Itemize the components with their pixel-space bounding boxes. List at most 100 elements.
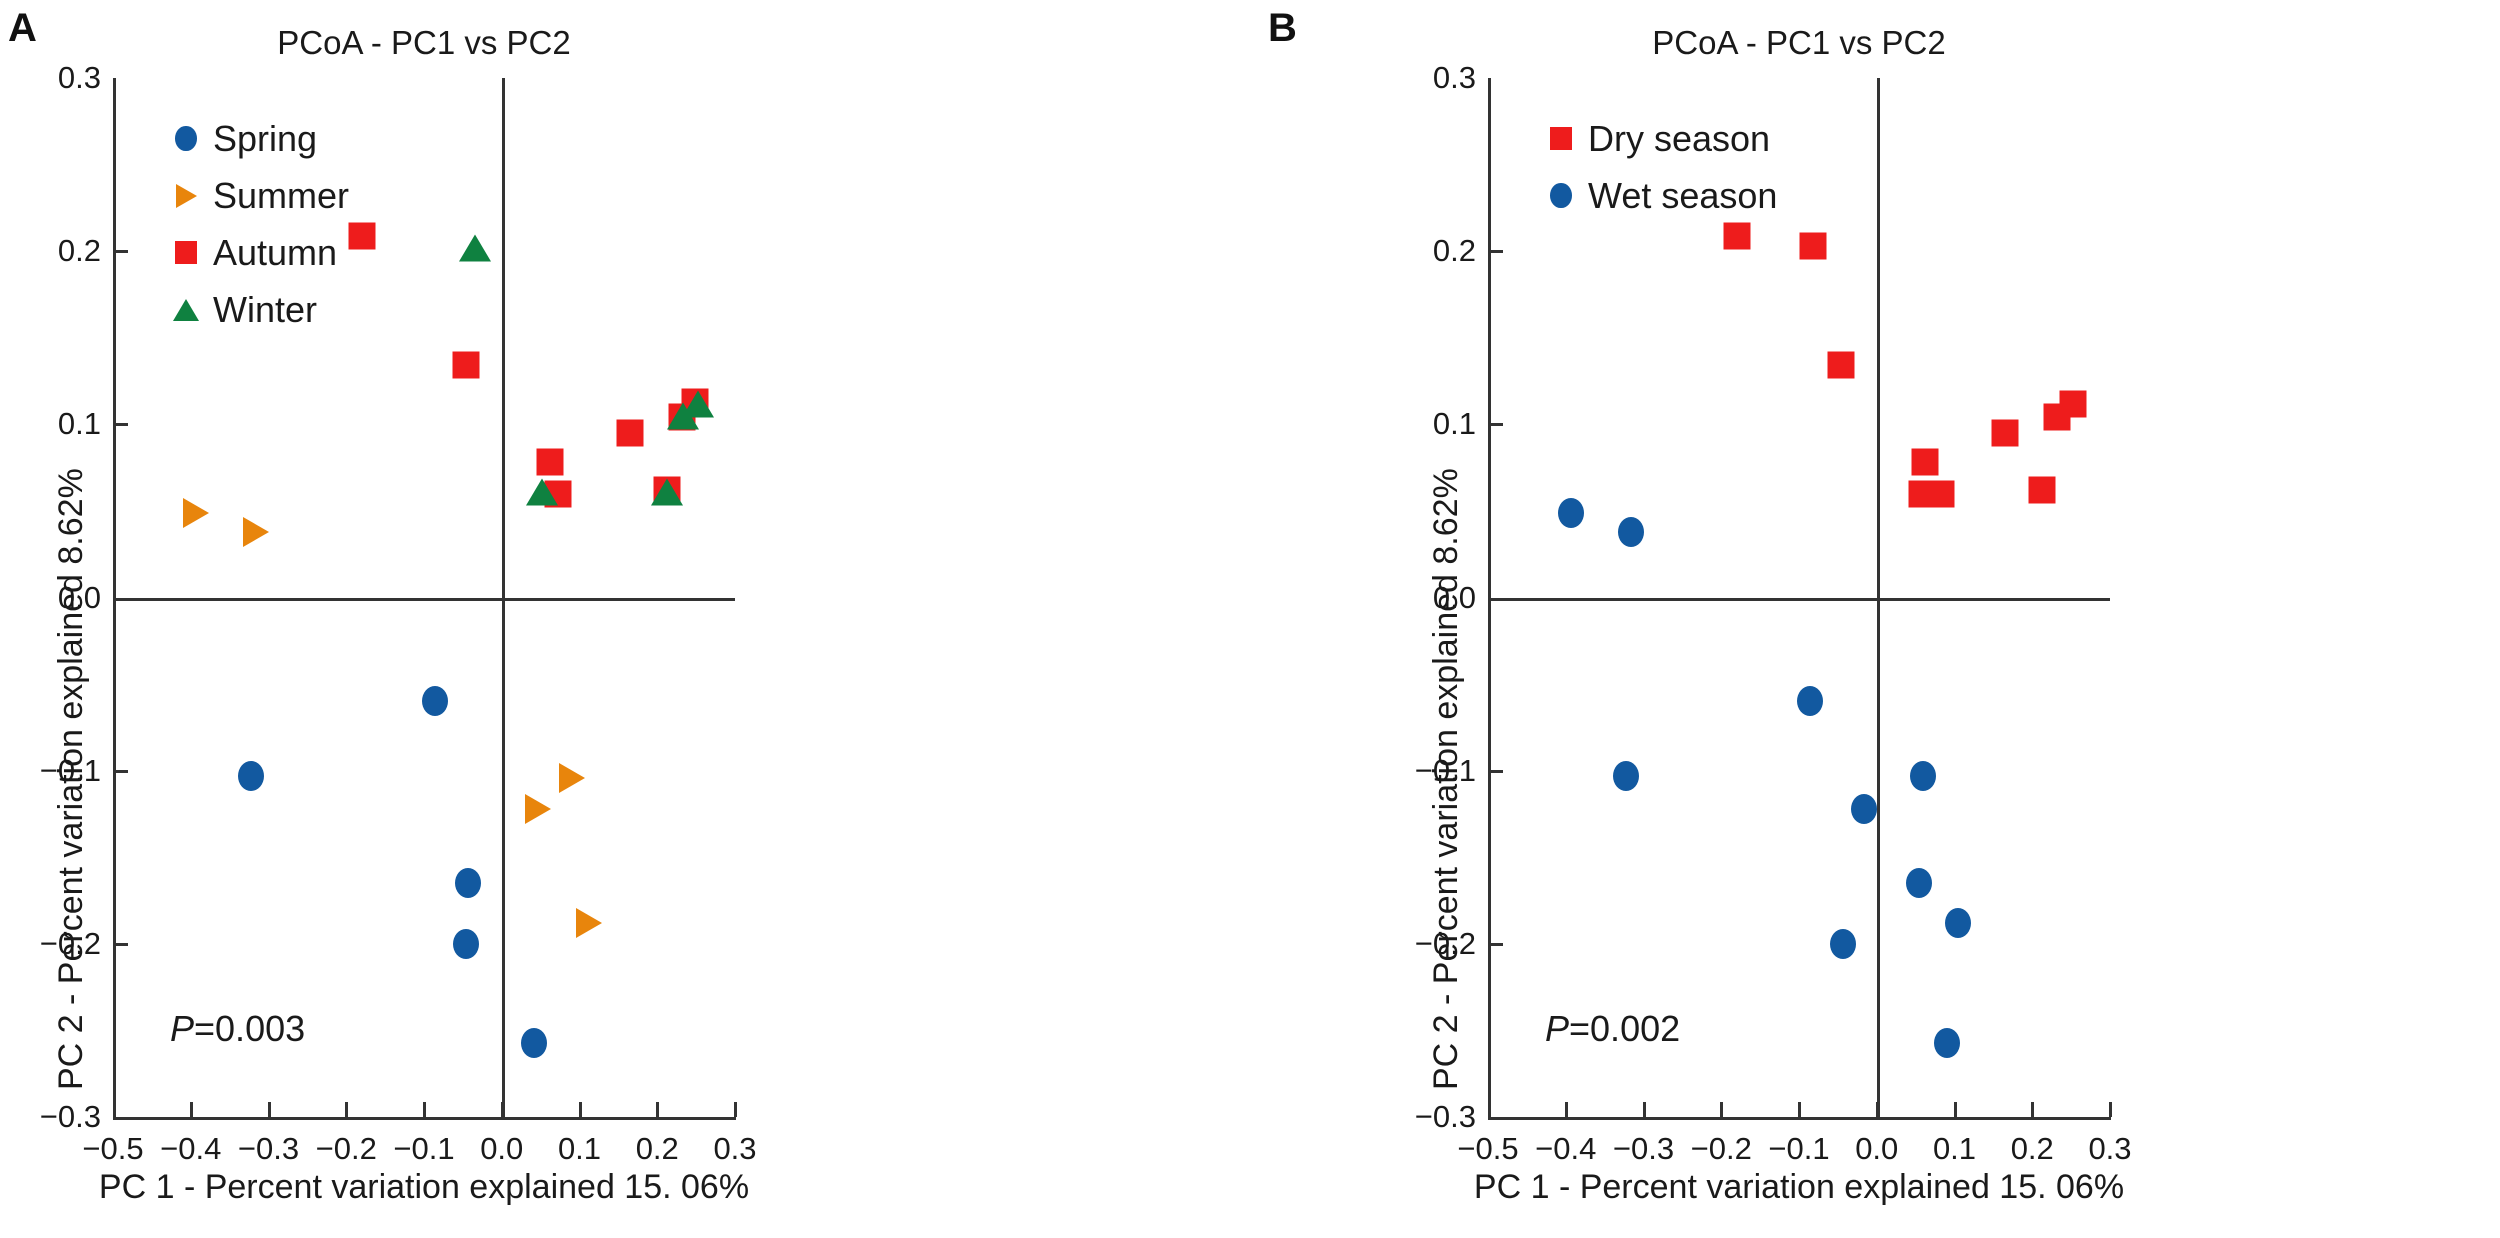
legend-marker-square-icon bbox=[1538, 127, 1584, 150]
data-point-summer bbox=[558, 762, 585, 793]
y-tick-label: −0.2 bbox=[1414, 925, 1476, 961]
legend-item-autumn[interactable]: Autumn bbox=[163, 224, 349, 281]
data-point-dry-season bbox=[2059, 390, 2087, 418]
y-tick-label: −0.1 bbox=[39, 752, 101, 788]
plot-title: PCoA - PC1 vs PC2 bbox=[277, 24, 571, 61]
panel-letter-a: A bbox=[8, 6, 37, 50]
x-tick-label: −0.1 bbox=[393, 1131, 455, 1166]
y-tick bbox=[113, 769, 128, 773]
p-value-annotation: P=0.003 bbox=[170, 1008, 305, 1050]
x-tick bbox=[423, 1102, 426, 1117]
x-tick bbox=[578, 1102, 582, 1117]
p-value-symbol: P bbox=[1545, 1008, 1570, 1049]
legend-item-spring[interactable]: Spring bbox=[163, 110, 349, 167]
data-point-wet-season bbox=[1558, 497, 1585, 528]
data-point-spring bbox=[454, 868, 481, 899]
x-tick bbox=[1953, 1102, 1957, 1117]
data-point-wet-season bbox=[1796, 686, 1823, 717]
y-tick-label: 0.2 bbox=[1432, 233, 1476, 269]
y-tick-label: −0.2 bbox=[39, 925, 101, 961]
data-point-summer bbox=[575, 908, 602, 939]
legend-label: Wet season bbox=[1588, 174, 1778, 216]
legend-marker-circle-icon bbox=[163, 126, 209, 151]
data-point-winter bbox=[458, 234, 491, 262]
x-tick bbox=[1564, 1102, 1568, 1117]
x-tick-label: −0.2 bbox=[315, 1131, 377, 1166]
p-value-number: =0.002 bbox=[1569, 1008, 1681, 1049]
data-point-wet-season bbox=[1945, 908, 1972, 939]
x-tick bbox=[656, 1102, 660, 1117]
x-tick-label: −0.5 bbox=[82, 1131, 144, 1166]
data-point-summer bbox=[243, 516, 270, 547]
legend-item-winter[interactable]: Winter bbox=[163, 281, 349, 338]
y-tick-label: 0.1 bbox=[1432, 406, 1476, 442]
x-tick bbox=[734, 1102, 737, 1117]
data-point-wet-season bbox=[1618, 516, 1645, 547]
legend-label: Spring bbox=[213, 117, 318, 159]
x-tick-label: 0.0 bbox=[480, 1131, 524, 1166]
x-axis-title: PC 1 - Percent variation explained 15. 0… bbox=[1473, 1168, 2125, 1206]
data-point-autumn bbox=[452, 351, 480, 379]
data-point-wet-season bbox=[1613, 760, 1640, 791]
x-tick bbox=[189, 1102, 193, 1117]
data-point-dry-season bbox=[1799, 232, 1827, 260]
x-tick bbox=[2031, 1102, 2035, 1117]
x-tick bbox=[2109, 1102, 2112, 1117]
x-tick-label: −0.4 bbox=[160, 1131, 222, 1166]
y-tick-label: 0.3 bbox=[57, 60, 101, 95]
plot-title: PCoA - PC1 vs PC2 bbox=[1652, 24, 1946, 61]
y-tick bbox=[113, 250, 128, 254]
x-tick-label: −0.3 bbox=[1612, 1131, 1675, 1166]
data-point-wet-season bbox=[1851, 793, 1878, 824]
legend-item-dry-season[interactable]: Dry season bbox=[1538, 110, 1777, 167]
x-tick-label: −0.1 bbox=[1768, 1131, 1830, 1166]
y-tick bbox=[1488, 423, 1503, 427]
x-tick-label: 0.2 bbox=[2010, 1131, 2054, 1166]
y-tick-label: 0.0 bbox=[1432, 579, 1476, 615]
legend-marker-square-icon bbox=[163, 241, 209, 264]
x-tick-label: 0.3 bbox=[2088, 1131, 2132, 1166]
y-tick-label: −0.3 bbox=[39, 1099, 101, 1134]
data-point-autumn bbox=[348, 222, 376, 250]
zero-line-horizontal bbox=[113, 597, 735, 601]
legend-label: Winter bbox=[213, 288, 318, 330]
x-axis-line bbox=[113, 1117, 736, 1120]
y-tick-label: 0.1 bbox=[57, 406, 101, 442]
legend-item-wet-season[interactable]: Wet season bbox=[1538, 167, 1777, 224]
data-point-dry-season bbox=[1927, 480, 1955, 508]
y-axis-title: PC 2 - Percent variation explained 8.62% bbox=[1427, 468, 1465, 1090]
legend-marker-triangle-up-icon bbox=[163, 298, 209, 321]
data-point-winter bbox=[650, 478, 683, 506]
data-point-spring bbox=[452, 928, 479, 959]
x-tick-label: 0.3 bbox=[713, 1131, 757, 1166]
y-tick bbox=[1488, 769, 1503, 773]
p-value-symbol: P bbox=[170, 1008, 195, 1049]
x-tick-label: −0.4 bbox=[1535, 1131, 1597, 1166]
x-tick bbox=[1798, 1102, 1801, 1117]
data-point-summer bbox=[525, 793, 552, 824]
data-point-wet-season bbox=[1829, 928, 1856, 959]
legend-label: Dry season bbox=[1588, 117, 1771, 159]
x-tick bbox=[1875, 1102, 1879, 1117]
x-tick-label: 0.2 bbox=[635, 1131, 679, 1166]
x-tick bbox=[1642, 1102, 1646, 1117]
data-point-spring bbox=[238, 760, 265, 791]
data-point-autumn bbox=[616, 419, 644, 447]
y-tick-label: −0.3 bbox=[1414, 1099, 1476, 1134]
x-tick-label: −0.3 bbox=[237, 1131, 300, 1166]
data-point-autumn bbox=[536, 448, 564, 476]
y-tick-label: 0.0 bbox=[57, 579, 101, 615]
legend: Spring Summer Autumn Winter bbox=[163, 110, 349, 338]
x-tick bbox=[345, 1102, 349, 1117]
p-value-annotation: P=0.002 bbox=[1545, 1008, 1680, 1050]
data-point-winter bbox=[681, 390, 714, 418]
y-tick bbox=[1488, 942, 1503, 946]
y-tick bbox=[1488, 250, 1503, 254]
y-tick-label: 0.2 bbox=[57, 233, 101, 269]
x-tick bbox=[500, 1102, 504, 1117]
x-tick bbox=[1720, 1102, 1724, 1117]
x-tick-label: 0.1 bbox=[1932, 1131, 1977, 1166]
legend: Dry season Wet season bbox=[1538, 110, 1777, 224]
legend-item-summer[interactable]: Summer bbox=[163, 167, 349, 224]
